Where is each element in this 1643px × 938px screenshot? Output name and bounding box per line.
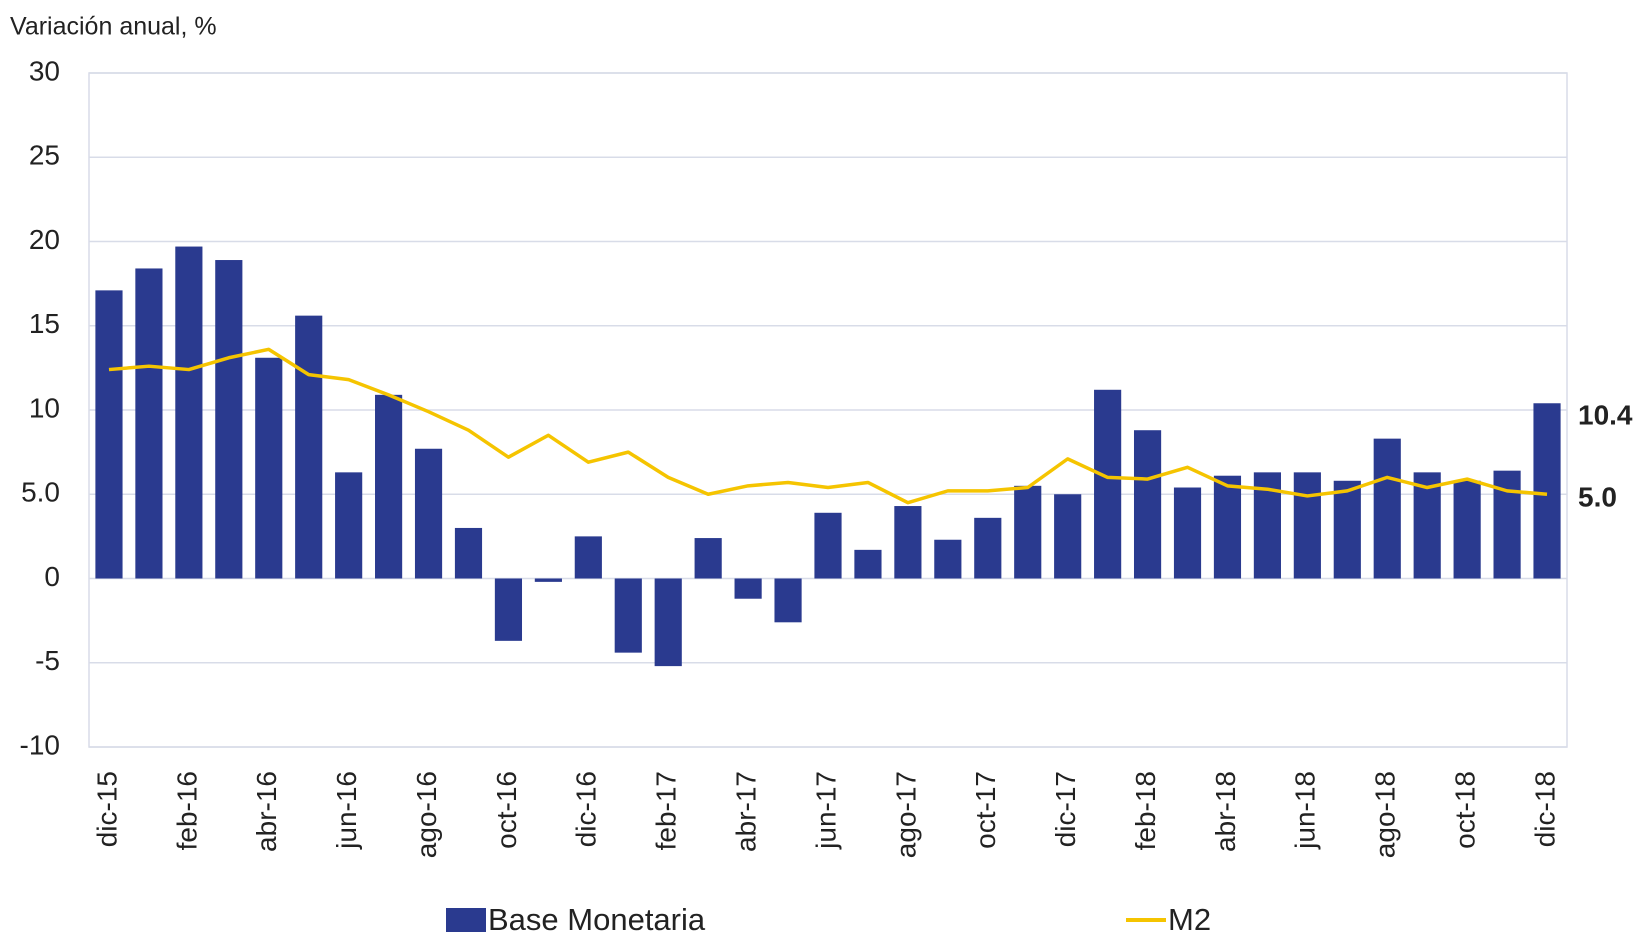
bar: [414, 448, 443, 579]
legend-label: M2: [1168, 902, 1211, 937]
bar: [694, 538, 722, 579]
bar: [255, 357, 283, 579]
bar: [894, 506, 922, 579]
x-tick-label: abr-18: [1210, 771, 1241, 852]
bar: [1533, 403, 1561, 579]
x-tick-label: dic-17: [1050, 771, 1081, 847]
line: [108, 347, 1548, 505]
plot-frame: [88, 72, 1568, 748]
y-tick-label: 30: [29, 55, 60, 86]
bar: [1213, 475, 1242, 579]
bar: [335, 472, 363, 579]
bar: [95, 290, 123, 579]
bar: [654, 578, 682, 667]
y-tick-label: 5.0: [21, 477, 60, 508]
y-tick-label: 25: [29, 140, 60, 171]
bar: [494, 578, 523, 641]
x-tick-label: ago-16: [411, 771, 442, 858]
x-tick-label: dic-18: [1529, 771, 1560, 847]
bar: [934, 539, 962, 579]
bar: [1173, 487, 1202, 579]
y-tick-label: 10: [29, 392, 60, 423]
bar: [814, 512, 842, 579]
x-tick-label: feb-16: [171, 771, 202, 850]
x-tick-label: oct-18: [1450, 771, 1481, 849]
bar: [454, 527, 483, 579]
x-tick-label: oct-16: [491, 771, 522, 849]
bar: [774, 578, 802, 623]
value-label: 5.0: [1578, 482, 1617, 513]
y-tick-label: -5: [35, 645, 60, 676]
bar: [1373, 438, 1401, 579]
legend-label: Base Monetaria: [488, 902, 706, 937]
x-tick-label: jun-16: [331, 771, 362, 850]
bar: [974, 517, 1002, 579]
bar: [1094, 389, 1122, 579]
bar: [1133, 430, 1162, 579]
bar: [734, 578, 762, 599]
x-tick-label: feb-17: [651, 771, 682, 850]
bar: [175, 246, 203, 579]
legend-swatch: [446, 908, 486, 932]
x-tick-label: feb-18: [1130, 771, 1161, 850]
y-tick-label: -10: [20, 729, 60, 760]
bar: [574, 536, 602, 579]
x-tick-label: dic-16: [571, 771, 602, 847]
x-tick-label: jun-18: [1290, 771, 1321, 850]
y-tick-label: 20: [29, 224, 60, 255]
bar: [854, 549, 882, 579]
x-tick-label: ago-17: [890, 771, 921, 858]
y-axis-label: Variación anual, %: [10, 13, 217, 41]
x-tick-label: jun-17: [810, 771, 841, 850]
bar: [614, 578, 642, 653]
bar: [1453, 480, 1481, 579]
bar: [1054, 494, 1082, 579]
bar: [375, 394, 403, 579]
value-label: 10.4: [1578, 400, 1633, 431]
bar: [1014, 485, 1042, 579]
x-tick-label: oct-17: [970, 771, 1001, 849]
y-tick-label: 0: [44, 561, 60, 592]
bar: [1333, 480, 1361, 579]
bar: [534, 578, 562, 582]
y-tick-label: 15: [29, 308, 60, 339]
bar: [295, 315, 323, 579]
bar: [1413, 472, 1441, 579]
x-tick-label: abr-17: [730, 771, 761, 852]
x-tick-label: ago-18: [1370, 771, 1401, 858]
bar: [135, 268, 163, 579]
bar: [1293, 472, 1321, 579]
x-tick-label: abr-16: [251, 771, 282, 852]
x-tick-label: dic-15: [91, 771, 122, 847]
bar: [215, 260, 243, 579]
